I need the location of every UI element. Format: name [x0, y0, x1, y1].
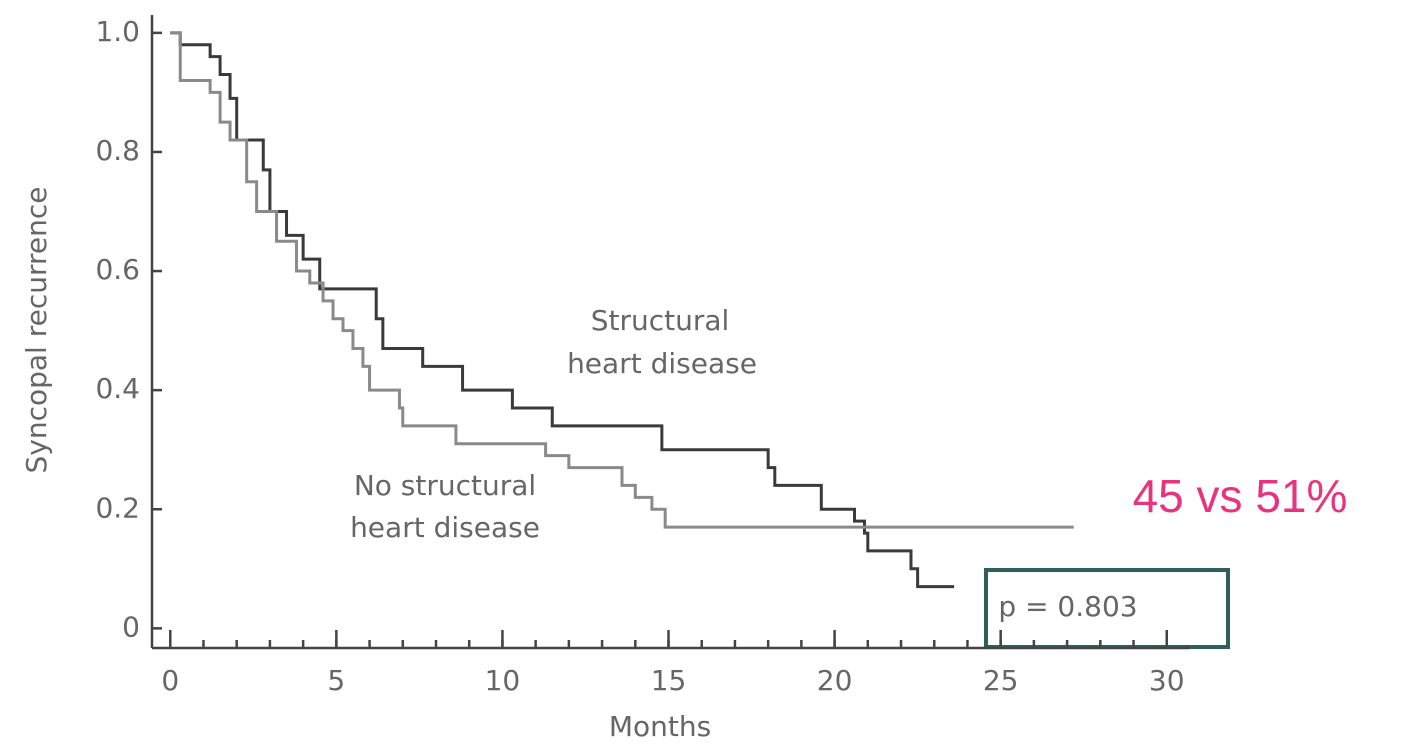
survival-curve: [170, 31, 1074, 529]
annotation: heart disease: [567, 347, 757, 380]
survival-curve: [170, 31, 955, 589]
annotation: p = 0.803: [998, 590, 1137, 623]
x-tick-label: 5: [327, 664, 345, 697]
x-tick-label: 30: [1149, 664, 1185, 697]
x-axis-label: Months: [609, 710, 711, 743]
y-axis-label: Syncopal recurrence: [20, 187, 53, 474]
x-tick-label: 15: [651, 664, 687, 697]
y-tick-label: 1.0: [95, 15, 140, 48]
x-tick-label: 0: [161, 664, 179, 697]
x-tick-label: 20: [817, 664, 853, 697]
annotation: No structural: [354, 469, 536, 502]
annotation: Structural: [591, 304, 730, 337]
y-tick-label: 0.2: [95, 491, 140, 524]
x-tick-label: 25: [983, 664, 1019, 697]
y-tick-label: 0.4: [95, 372, 140, 405]
y-tick-label: 0.6: [95, 253, 140, 286]
y-tick-label: 0.8: [95, 134, 140, 167]
x-tick-label: 10: [485, 664, 521, 697]
annotation: 45 vs 51%: [1133, 470, 1348, 522]
annotation: heart disease: [350, 511, 540, 544]
y-tick-label: 0: [122, 610, 140, 643]
